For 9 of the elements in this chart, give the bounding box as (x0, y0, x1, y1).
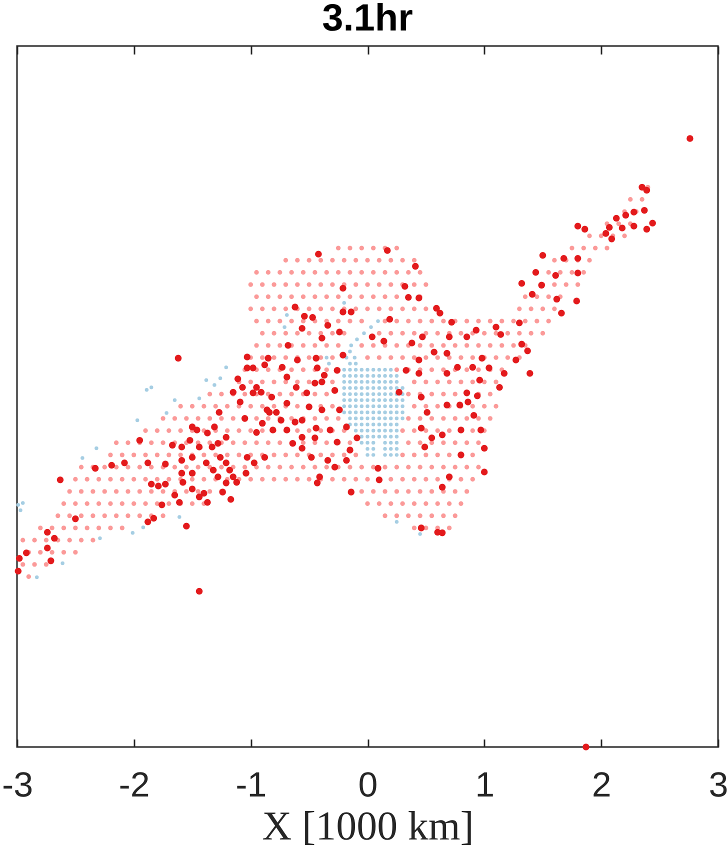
x-tick-label: 0 (358, 766, 378, 804)
x-axis-title: X [1000 km] (262, 802, 474, 848)
x-tick-label: 2 (592, 766, 612, 804)
x-tick-label: 3 (708, 766, 728, 804)
chart-title: 3.1hr (322, 0, 414, 40)
x-tick-label: -1 (236, 766, 267, 804)
x-tick-label: -2 (118, 766, 150, 804)
x-tick-label: -3 (2, 766, 34, 804)
x-tick-label: 1 (475, 766, 495, 804)
